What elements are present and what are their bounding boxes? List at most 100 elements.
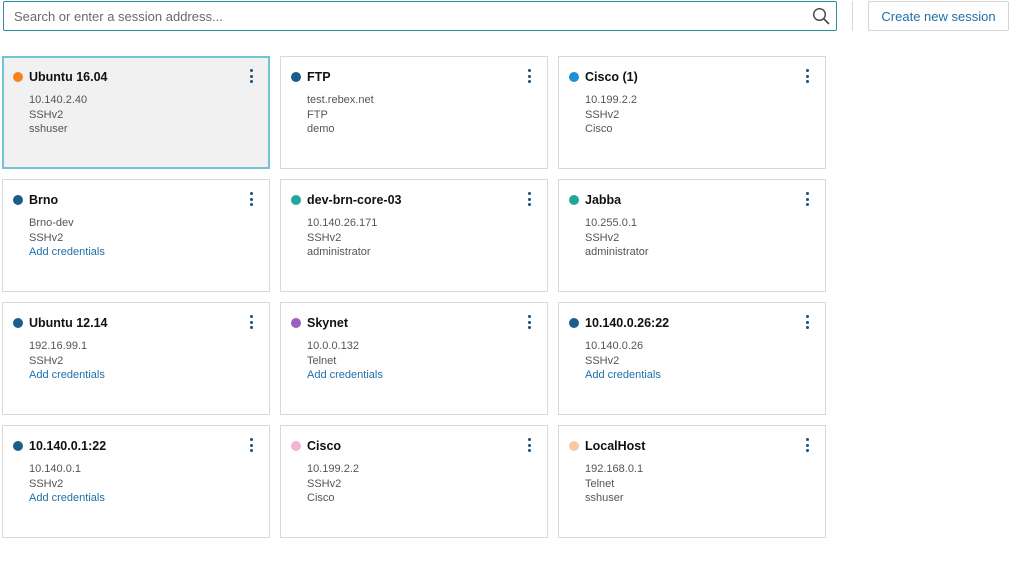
add-credentials-link[interactable]: Add credentials (29, 492, 105, 505)
more-options-icon[interactable] (525, 68, 533, 84)
session-detail-line: SSHv2 (307, 477, 342, 490)
session-detail-line: test.rebex.net (307, 94, 374, 106)
session-detail-line: SSHv2 (29, 231, 64, 244)
status-dot-icon (291, 441, 301, 451)
session-detail-line: SSHv2 (29, 354, 64, 367)
session-detail-line: Telnet (307, 354, 337, 367)
session-detail-line: Telnet (585, 477, 615, 490)
session-card[interactable]: Cisco 10.199.2.2 SSHv2 Cisco (280, 425, 548, 538)
status-dot-icon (569, 441, 579, 451)
status-dot-icon (291, 318, 301, 328)
more-options-dot (249, 449, 253, 452)
more-options-icon[interactable] (247, 68, 255, 84)
more-options-dot (249, 320, 253, 324)
more-options-dot (249, 80, 253, 83)
session-details: 10.255.0.1 SSHv2 administrator (585, 216, 825, 260)
more-options-dot (249, 69, 253, 72)
session-card[interactable]: Ubuntu 16.04 10.140.2.40 SSHv2 sshuser (2, 56, 270, 169)
session-card-header: dev-brn-core-03 (291, 192, 547, 208)
session-detail-line: administrator (585, 246, 649, 259)
more-options-icon[interactable] (247, 437, 255, 453)
session-card[interactable]: Brno Brno-dev SSHv2 Add credentials (2, 179, 270, 292)
toolbar-divider (852, 1, 853, 31)
more-options-dot (805, 80, 809, 83)
session-detail-line: Cisco (307, 492, 335, 505)
session-details: 10.0.0.132 Telnet Add credentials (307, 339, 547, 383)
session-detail-line: 10.255.0.1 (585, 217, 637, 229)
session-details: 10.140.0.1 SSHv2 Add credentials (29, 462, 269, 506)
session-detail-line: 10.140.0.26 (585, 340, 644, 352)
session-name: Cisco (307, 439, 342, 453)
session-card-header: Brno (13, 192, 269, 208)
more-options-dot (805, 438, 809, 441)
session-detail-line: 10.199.2.2 (307, 463, 359, 475)
session-card[interactable]: dev-brn-core-03 10.140.26.171 SSHv2 adminis… (280, 179, 548, 292)
session-card[interactable]: FTP test.rebex.net FTP demo (280, 56, 548, 169)
add-credentials-link[interactable]: Add credentials (29, 246, 105, 259)
add-credentials-link[interactable]: Add credentials (585, 369, 661, 382)
status-dot-icon (13, 72, 23, 82)
session-card[interactable]: Ubuntu 12.14 192.16.99.1 SSHv2 Add credenti… (2, 302, 270, 415)
session-name: Jabba (585, 193, 622, 207)
more-options-icon[interactable] (803, 437, 811, 453)
session-details: 192.168.0.1 Telnet sshuser (585, 462, 825, 506)
status-dot-icon (291, 195, 301, 205)
session-detail-line: sshuser (29, 123, 68, 136)
more-options-icon[interactable] (247, 191, 255, 207)
session-name: 10.140.0.1:22 (29, 439, 107, 453)
session-detail-line: demo (307, 123, 335, 136)
session-details: 10.140.0.26 SSHv2 Add credentials (585, 339, 825, 383)
session-details: 10.140.2.40 SSHv2 sshuser (29, 93, 268, 137)
session-detail-line: 10.140.2.40 (29, 94, 88, 106)
session-detail-line: SSHv2 (585, 108, 620, 121)
more-options-dot (805, 315, 809, 318)
more-options-icon[interactable] (803, 314, 811, 330)
search-input[interactable] (4, 2, 806, 30)
session-name: dev-brn-core-03 (307, 193, 402, 207)
session-name: Skynet (307, 316, 348, 330)
status-dot-icon (13, 318, 23, 328)
session-card-header: Jabba (569, 192, 825, 208)
more-options-icon[interactable] (525, 437, 533, 453)
more-options-dot (249, 74, 253, 78)
session-detail-line: 10.199.2.2 (585, 94, 637, 106)
add-credentials-link[interactable]: Add credentials (29, 369, 105, 382)
session-card[interactable]: LocalHost 192.168.0.1 Telnet sshuser (558, 425, 826, 538)
more-options-dot (249, 438, 253, 441)
session-details: Brno-dev SSHv2 Add credentials (29, 216, 269, 260)
create-new-session-button[interactable]: Create new session (868, 1, 1009, 31)
top-toolbar: Create new session (0, 0, 1024, 40)
session-card-header: Skynet (291, 315, 547, 331)
session-card[interactable]: Jabba 10.255.0.1 SSHv2 administrator (558, 179, 826, 292)
more-options-dot (805, 443, 809, 447)
more-options-icon[interactable] (247, 314, 255, 330)
more-options-icon[interactable] (525, 191, 533, 207)
search-button[interactable] (806, 2, 836, 30)
more-options-dot (805, 69, 809, 72)
more-options-icon[interactable] (803, 68, 811, 84)
add-credentials-link[interactable]: Add credentials (307, 369, 383, 382)
more-options-dot (527, 192, 531, 195)
session-card[interactable]: Skynet 10.0.0.132 Telnet Add credentials (280, 302, 548, 415)
status-dot-icon (291, 72, 301, 82)
session-card[interactable]: 10.140.0.1:22 10.140.0.1 SSHv2 Add credenti… (2, 425, 270, 538)
session-detail-line: Brno-dev (29, 217, 74, 229)
session-details: 192.16.99.1 SSHv2 Add credentials (29, 339, 269, 383)
session-name: 10.140.0.26:22 (585, 316, 670, 330)
session-detail-line: sshuser (585, 492, 624, 505)
more-options-dot (805, 74, 809, 78)
session-card[interactable]: Cisco (1) 10.199.2.2 SSHv2 Cisco (558, 56, 826, 169)
search-box (3, 1, 837, 31)
session-card-header: Cisco (291, 438, 547, 454)
session-detail-line: administrator (307, 246, 371, 259)
more-options-dot (805, 192, 809, 195)
session-name: Cisco (1) (585, 70, 638, 84)
session-detail-line: 10.140.26.171 (307, 217, 378, 229)
more-options-dot (249, 197, 253, 201)
session-name: Brno (29, 193, 59, 207)
more-options-dot (527, 315, 531, 318)
status-dot-icon (13, 195, 23, 205)
more-options-icon[interactable] (803, 191, 811, 207)
session-card[interactable]: 10.140.0.26:22 10.140.0.26 SSHv2 Add creden… (558, 302, 826, 415)
more-options-icon[interactable] (525, 314, 533, 330)
